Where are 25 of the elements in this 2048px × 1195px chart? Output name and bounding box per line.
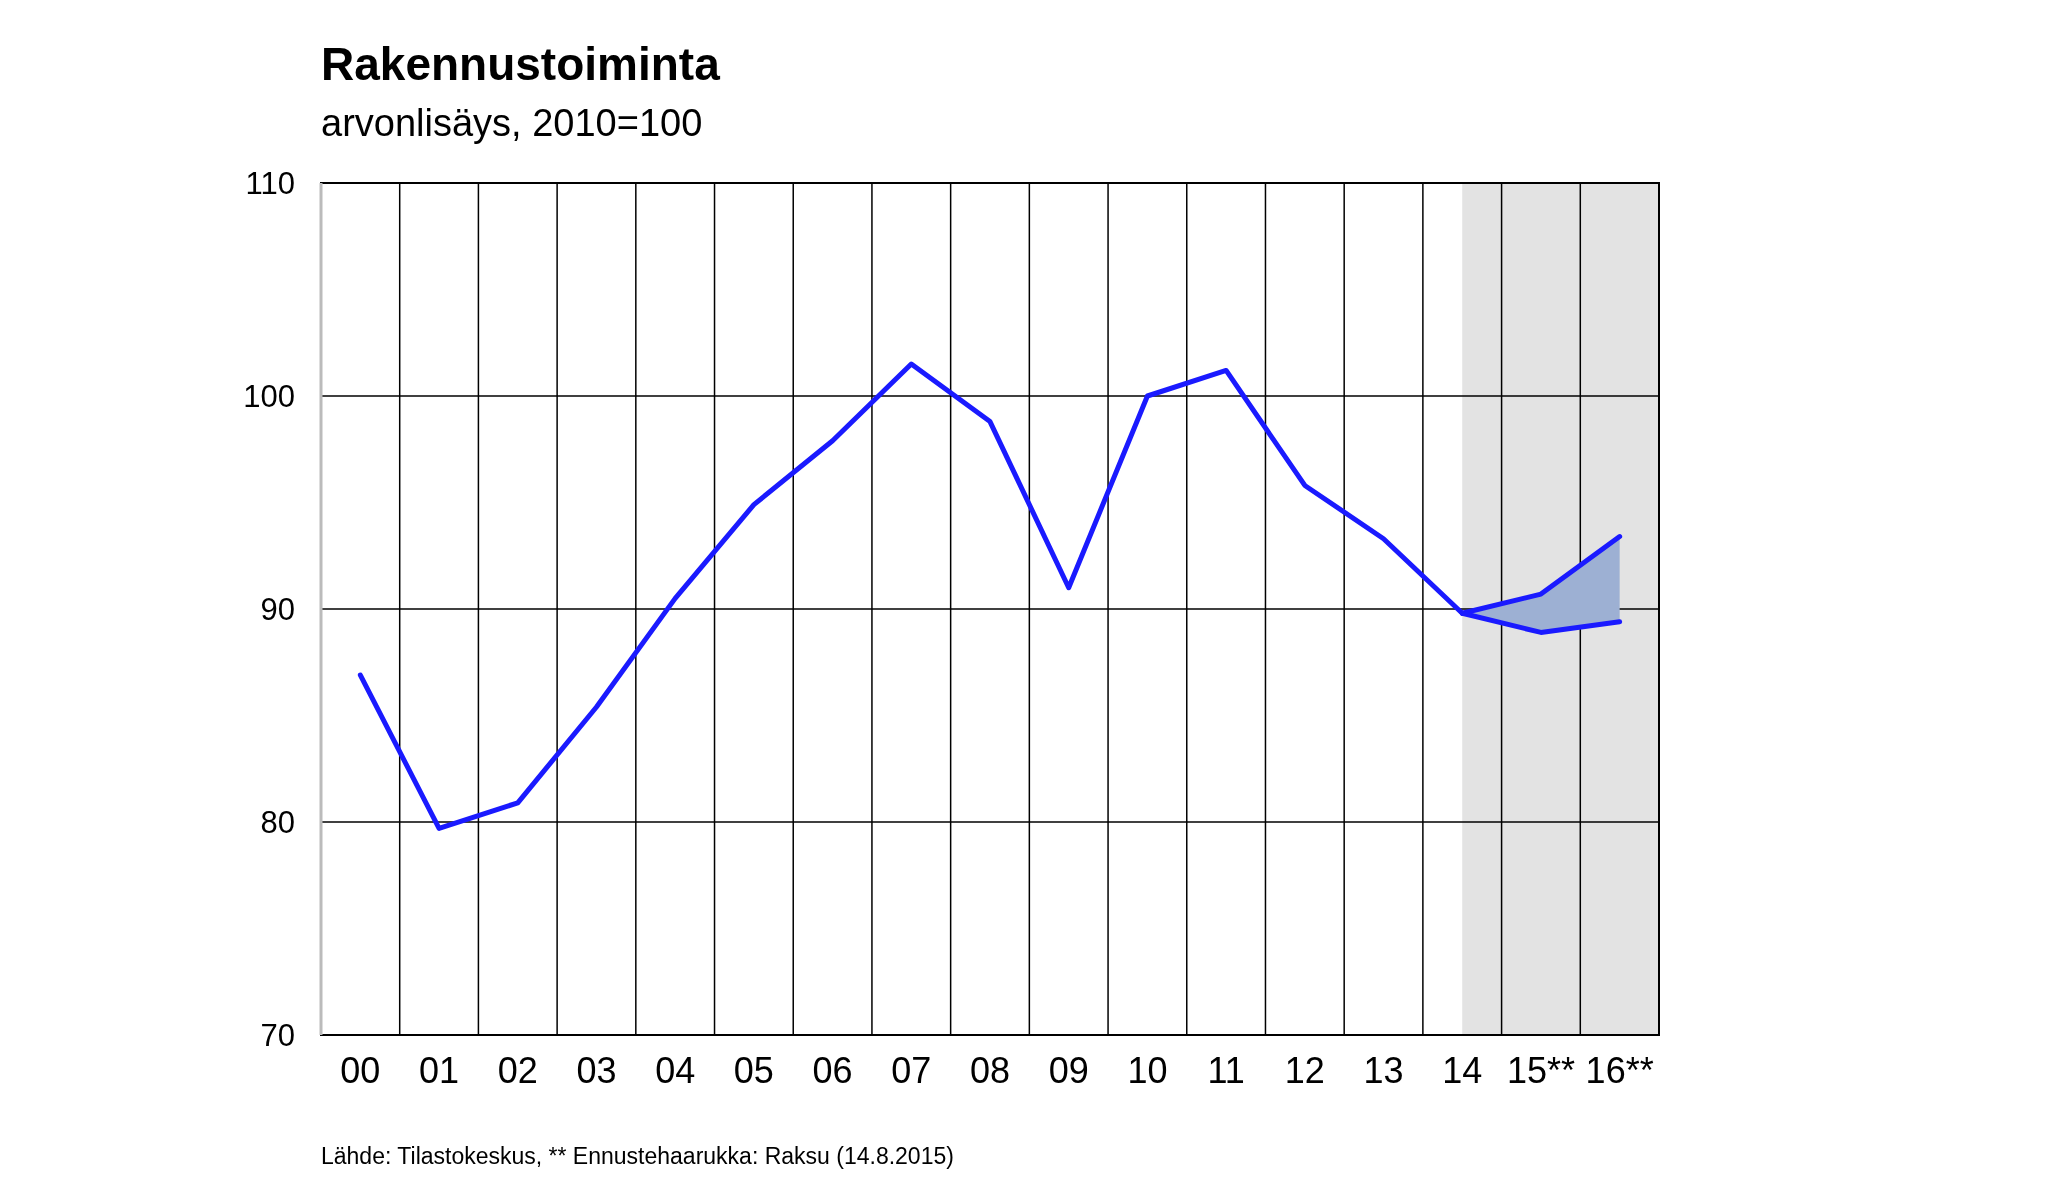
- x-tick-label: 08: [969, 1050, 1011, 1091]
- x-tick-label: 06: [812, 1050, 853, 1091]
- x-tick-label: 09: [1048, 1050, 1089, 1091]
- x-tick-label: 02: [497, 1050, 538, 1091]
- x-tick-label: 13: [1363, 1050, 1404, 1091]
- y-tick-label: 80: [260, 804, 295, 840]
- x-tick-label: 11: [1207, 1050, 1245, 1091]
- chart-title: Rakennustoiminta: [321, 38, 721, 90]
- chart-subtitle: arvonlisäys, 2010=100: [321, 102, 703, 144]
- x-tick-label: 12: [1284, 1050, 1325, 1091]
- y-tick-label: 110: [245, 165, 295, 201]
- y-tick-label: 100: [243, 378, 295, 414]
- x-tick-label: 10: [1127, 1050, 1168, 1091]
- x-tick-label: 07: [891, 1050, 932, 1091]
- text: Lähde: Tilastokeskus, ** Ennustehaarukka: Raksu (14.8.2015): [321, 1143, 954, 1169]
- x-tick-label: 03: [576, 1050, 617, 1091]
- x-tick-label: 00: [340, 1050, 381, 1091]
- y-tick-label: 90: [260, 591, 295, 627]
- x-tick-label: 14: [1442, 1050, 1483, 1091]
- x-tick-label: 05: [733, 1050, 774, 1091]
- x-tick-label: 15**: [1506, 1050, 1575, 1091]
- x-tick-label: 01: [419, 1050, 460, 1091]
- y-tick-label: 70: [260, 1017, 295, 1053]
- x-tick-label: 16**: [1585, 1050, 1654, 1091]
- x-tick-label: 04: [655, 1050, 696, 1091]
